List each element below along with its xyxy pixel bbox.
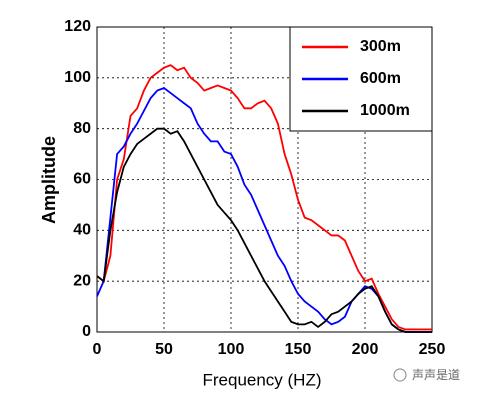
y-tick-label: 100 xyxy=(64,69,91,86)
watermark-text: 声声是道 xyxy=(412,368,460,382)
data-line xyxy=(96,127,432,333)
x-tick-label: 100 xyxy=(218,341,245,358)
y-tick-label: 0 xyxy=(82,323,91,340)
x-tick-label: 250 xyxy=(419,341,446,358)
legend-label: 300m xyxy=(360,38,401,55)
watermark-icon xyxy=(393,368,407,382)
legend-label: 1000m xyxy=(360,102,410,119)
x-axis-label: Frequency (HZ) xyxy=(202,370,321,389)
y-tick-label: 60 xyxy=(73,171,91,188)
x-tick-label: 0 xyxy=(93,341,102,358)
y-tick-label: 20 xyxy=(73,272,91,289)
legend: 300m 600m 1000m xyxy=(289,26,433,132)
x-tick-label: 150 xyxy=(285,341,312,358)
x-tick-label: 200 xyxy=(352,341,379,358)
x-tick-label: 50 xyxy=(155,341,173,358)
data-line xyxy=(96,64,432,331)
y-tick-label: 40 xyxy=(73,222,91,239)
y-axis-label: Amplitude xyxy=(39,136,59,224)
legend-label: 600m xyxy=(360,70,401,87)
watermark: 声声是道 xyxy=(393,368,460,382)
y-tick-label: 120 xyxy=(64,18,91,35)
y-tick-label: 80 xyxy=(73,120,91,137)
